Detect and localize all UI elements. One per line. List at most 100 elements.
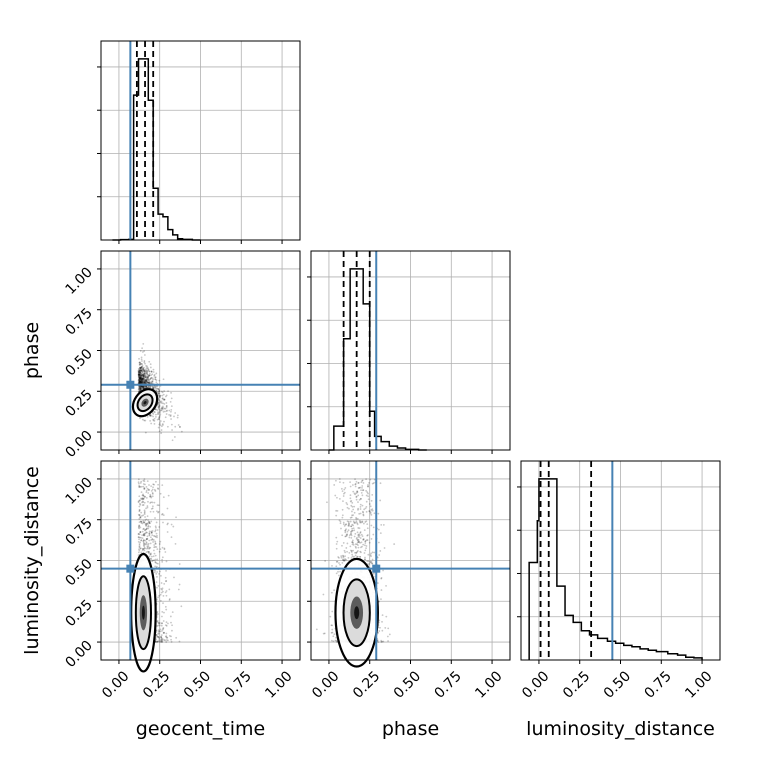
x-tick-label: 0.25 [140, 668, 173, 701]
sample-point [360, 551, 362, 554]
sample-point [157, 405, 160, 408]
sample-point [139, 387, 142, 390]
sample-point [362, 482, 365, 484]
sample-point [148, 370, 151, 373]
sample-point [155, 416, 157, 418]
sample-point [342, 555, 345, 558]
sample-point [159, 422, 161, 424]
sample-point [141, 534, 144, 536]
sample-point [143, 487, 146, 490]
sample-point [141, 497, 144, 500]
sample-point [158, 639, 160, 642]
sample-point [148, 534, 151, 537]
sample-point [138, 377, 141, 380]
sample-point [142, 498, 145, 501]
sample-point [138, 524, 141, 527]
sample-point [146, 381, 149, 384]
sample-point [350, 551, 353, 553]
sample-point [162, 620, 165, 622]
sample-point [139, 381, 142, 383]
sample-point [140, 367, 143, 369]
sample-point [139, 363, 141, 366]
sample-point [153, 374, 156, 377]
sample-point [357, 546, 360, 549]
sample-point [178, 640, 181, 643]
sample-point [148, 374, 151, 377]
sample-point [145, 486, 148, 488]
sample-point [148, 374, 151, 377]
sample-point [351, 501, 354, 504]
sample-point [156, 571, 159, 573]
sample-point [138, 373, 141, 376]
sample-point [330, 639, 333, 642]
sample-point [158, 624, 161, 627]
y-axis-label-luminosity_distance: luminosity_distance [21, 466, 43, 655]
sample-point [141, 504, 144, 507]
sample-point [140, 376, 143, 379]
sample-point [158, 632, 160, 635]
sample-point [162, 521, 164, 524]
sample-point [143, 378, 146, 381]
sample-point [157, 630, 160, 633]
sample-point [344, 551, 347, 554]
sample-point [147, 500, 149, 503]
sample-point [139, 378, 142, 381]
sample-point [378, 630, 381, 632]
sample-point [156, 510, 158, 513]
sample-point [143, 375, 145, 378]
sample-point [158, 526, 161, 528]
sample-point [139, 520, 142, 523]
sample-point [359, 508, 362, 510]
sample-point [343, 549, 346, 552]
sample-point [139, 388, 142, 390]
sample-point [332, 635, 335, 638]
sample-point [340, 555, 343, 557]
sample-point [155, 381, 158, 384]
sample-point [332, 640, 335, 643]
sample-point [341, 534, 344, 537]
sample-point [148, 530, 151, 533]
sample-point [158, 543, 161, 545]
sample-point [322, 593, 325, 596]
x-tick-label: 0.50 [181, 668, 214, 701]
sample-point [159, 630, 162, 633]
sample-point [138, 381, 141, 383]
sample-point [143, 549, 146, 552]
sample-point [142, 377, 145, 380]
sample-point [365, 505, 368, 508]
sample-point [170, 391, 172, 394]
sample-point [164, 416, 167, 419]
sample-point [151, 507, 154, 510]
sample-point [159, 492, 162, 495]
sample-point [162, 514, 165, 517]
density-contour [354, 606, 360, 620]
sample-point [149, 415, 152, 417]
sample-point [152, 541, 154, 543]
sample-point [164, 551, 167, 553]
sample-point [378, 554, 381, 556]
sample-point [140, 366, 143, 369]
sample-point [150, 485, 153, 488]
sample-point [138, 521, 141, 524]
sample-point [144, 379, 147, 382]
sample-point [141, 381, 144, 384]
sample-point [330, 591, 333, 594]
sample-point [139, 371, 142, 373]
sample-point [154, 490, 157, 492]
sample-point [137, 372, 140, 375]
sample-point [163, 403, 166, 405]
sample-point [144, 380, 147, 383]
sample-point [145, 368, 147, 371]
sample-point [155, 389, 157, 392]
sample-point [158, 430, 161, 433]
sample-point [140, 362, 143, 365]
panel-1-1 [311, 251, 510, 450]
sample-point [148, 532, 151, 535]
sample-point [358, 512, 361, 515]
sample-point [173, 436, 176, 438]
sample-point [143, 521, 146, 524]
sample-point [151, 534, 154, 537]
sample-point [144, 370, 147, 373]
sample-point [341, 490, 344, 492]
sample-point [144, 379, 147, 382]
